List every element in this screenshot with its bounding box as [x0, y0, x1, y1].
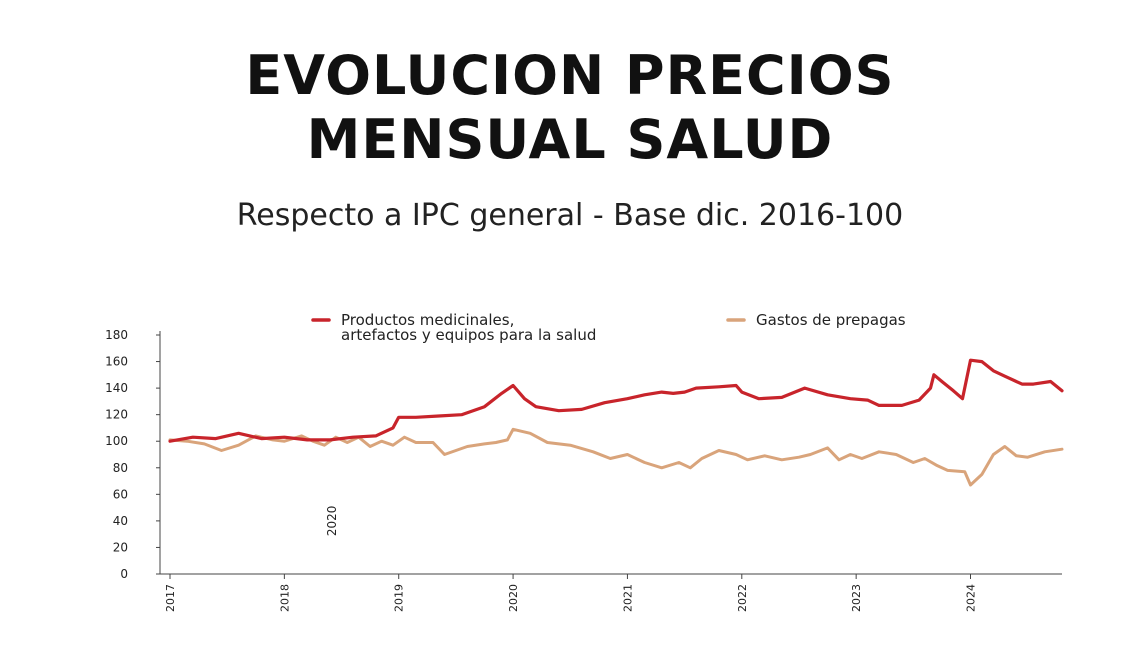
x-tick-label: 2022 [736, 584, 749, 612]
legend-label-1: artefactos y equipos para la salud [341, 326, 596, 344]
title-line-1: EVOLUCION PRECIOS [245, 44, 895, 107]
y-tick-label: 160 [105, 355, 128, 369]
y-tick-label: 120 [105, 408, 128, 422]
y-tick-label: 140 [105, 381, 128, 395]
y-tick-label: 60 [113, 487, 128, 501]
y-tick-label: 20 [113, 540, 128, 554]
chart-legend: Productos medicinales,artefactos y equip… [311, 311, 906, 344]
y-tick-label: 80 [113, 461, 128, 475]
series-line-2 [168, 427, 1064, 487]
y-tick-label: 100 [105, 434, 128, 448]
annotation-label: 2020 [325, 506, 339, 537]
chart-series [168, 358, 1064, 487]
x-tick-label: 2017 [164, 584, 177, 612]
x-tick-label: 2023 [850, 584, 863, 612]
series-line-1 [168, 358, 1064, 443]
chart-axes: 0 20 40 60 80 100 120 140 160 180 2017 2018 2019 2020… [105, 328, 1062, 612]
x-tick-label: 2020 [507, 584, 520, 612]
chart-annotations: 2020 [325, 506, 339, 537]
legend-label-2: Gastos de prepagas [756, 311, 906, 329]
x-tick-label: 2021 [621, 584, 634, 612]
y-tick-label: 0 [120, 567, 128, 581]
y-tick-label: 40 [113, 514, 128, 528]
x-tick-label: 2019 [393, 584, 406, 612]
line-chart: 0 20 40 60 80 100 120 140 160 180 2017 2018 2019 2020… [105, 311, 1064, 612]
y-tick-label: 180 [105, 328, 128, 342]
title-line-2: MENSUAL SALUD [306, 108, 834, 171]
chart-subtitle: Respecto a IPC general - Base dic. 2016-… [236, 198, 904, 233]
legend-label-1: Productos medicinales, [341, 311, 514, 329]
chart-title: EVOLUCION PRECIOS MENSUAL SALUD [0, 44, 1140, 172]
x-tick-label: 2018 [278, 584, 291, 612]
x-tick-label: 2024 [965, 584, 978, 612]
